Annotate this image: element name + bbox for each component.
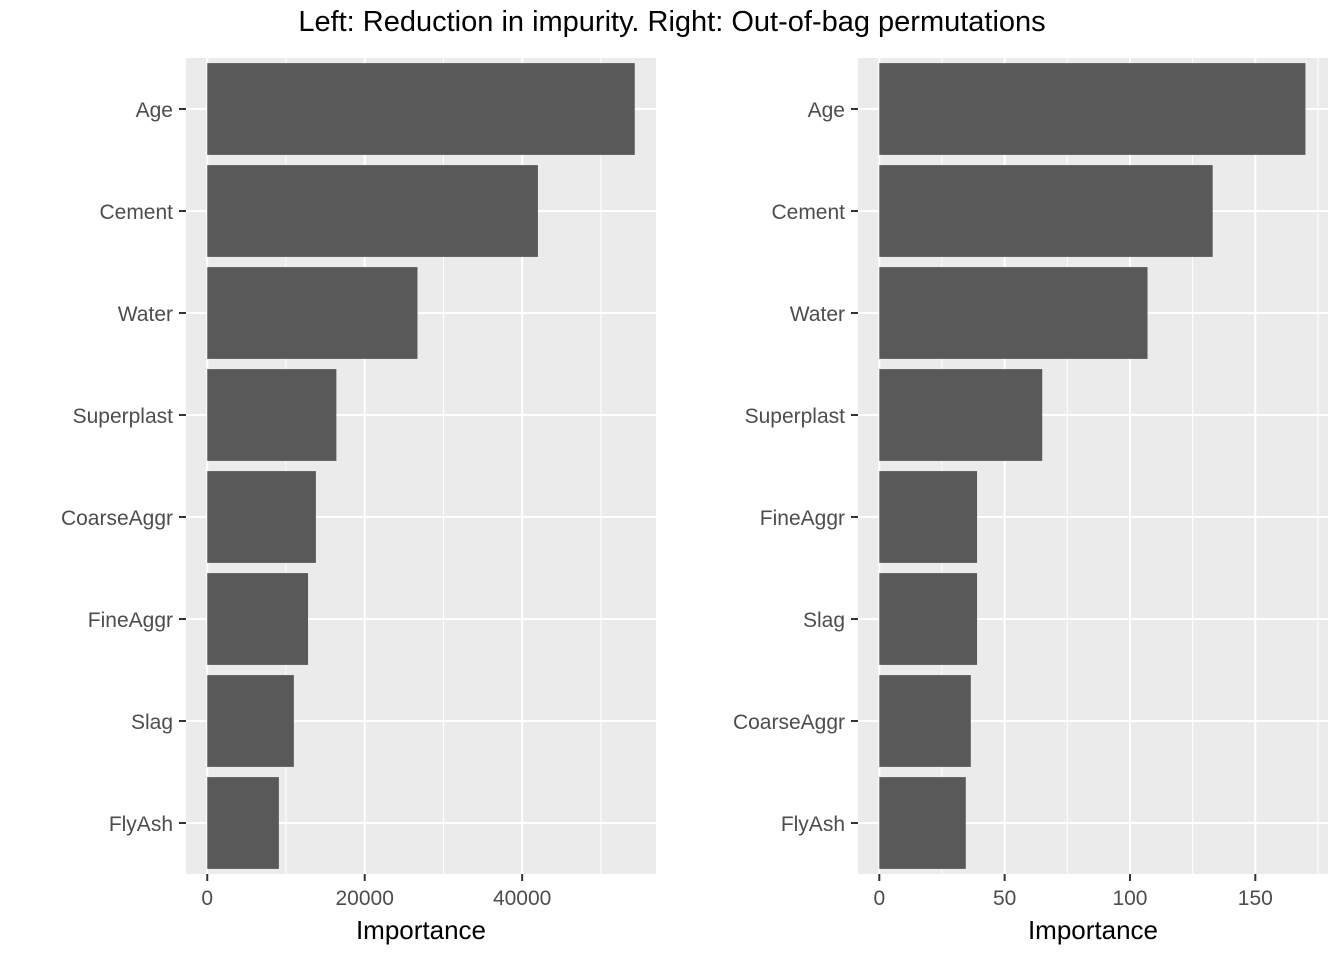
y-tick-label: Water (790, 303, 845, 326)
x-tick-label: 0 (201, 887, 213, 910)
chart-panel-1: Age Cement Water Superplast CoarseAggr FineAg… (61, 58, 656, 945)
y-tick-label: Slag (803, 609, 845, 632)
bar-age (879, 63, 1306, 155)
bar-water (207, 267, 418, 359)
y-tick-label: CoarseAggr (61, 507, 173, 530)
y-tick-label: Superplast (73, 405, 174, 428)
y-tick-label: FlyAsh (109, 813, 173, 836)
bar-age (207, 63, 635, 155)
bar-cement (207, 165, 538, 257)
bar-slag (207, 675, 294, 767)
x-tick-label: 0 (873, 887, 885, 910)
bar-coarseaggr (207, 471, 316, 563)
x-tick-label: 150 (1238, 887, 1273, 910)
bar-water (879, 267, 1148, 359)
bar-superplast (207, 369, 337, 461)
x-tick-label: 100 (1112, 887, 1147, 910)
chart-panel-2: Age Cement Water Superplast FineAggr Slag Coar… (733, 58, 1328, 945)
y-tick-label: Age (808, 99, 845, 122)
x-tick-label: 50 (993, 887, 1016, 910)
bar-coarseaggr (879, 675, 971, 767)
bar-slag (879, 573, 978, 665)
y-tick-label: CoarseAggr (733, 711, 845, 734)
x-axis-title: Importance (356, 915, 486, 945)
y-tick-label: Cement (771, 201, 845, 224)
bar-cement (879, 165, 1213, 257)
x-axis-title: Importance (1028, 915, 1158, 945)
bar-fineaggr (879, 471, 978, 563)
y-tick-label: Water (118, 303, 173, 326)
y-tick-label: Age (136, 99, 173, 122)
bar-flyash (207, 777, 279, 869)
y-tick-label: FineAggr (760, 507, 845, 530)
bar-superplast (879, 369, 1043, 461)
y-tick-label: FlyAsh (781, 813, 845, 836)
x-tick-label: 20000 (336, 887, 394, 910)
bar-fineaggr (207, 573, 309, 665)
y-tick-label: FineAggr (88, 609, 173, 632)
y-tick-label: Superplast (745, 405, 846, 428)
x-tick-label: 40000 (493, 887, 551, 910)
bar-flyash (879, 777, 966, 869)
y-tick-label: Slag (131, 711, 173, 734)
chart-title: Left: Reduction in impurity. Right: Out-… (298, 6, 1046, 38)
y-tick-label: Cement (99, 201, 173, 224)
